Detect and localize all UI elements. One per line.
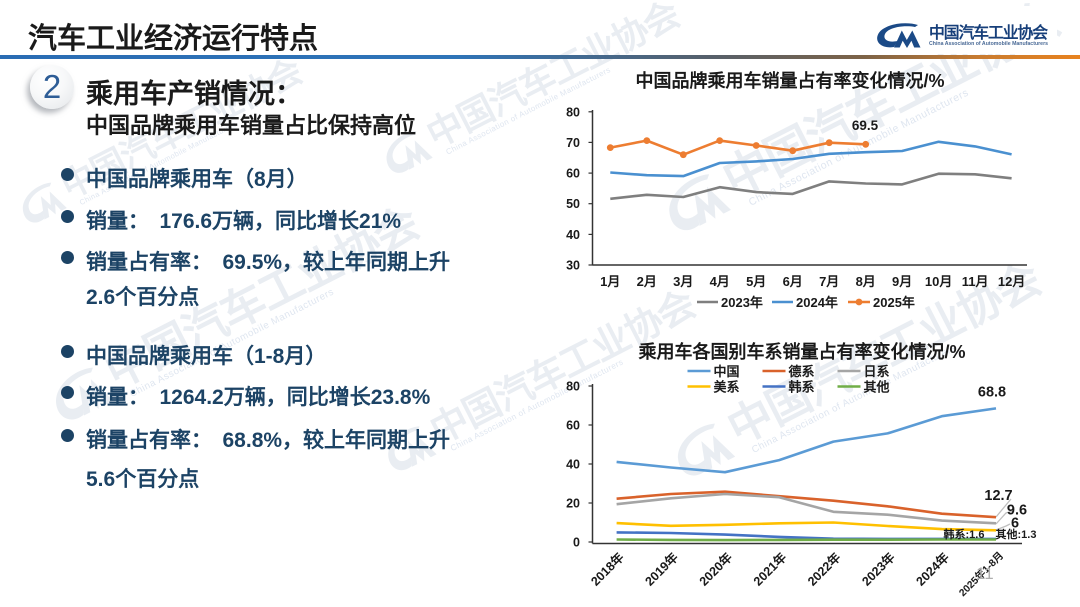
svg-text:50: 50 [566,197,580,211]
svg-text:2019年: 2019年 [642,549,681,588]
svg-text:11月: 11月 [962,274,989,289]
svg-text:7月: 7月 [819,274,839,289]
svg-text:China Association of Automobil: China Association of Automobile Manufact… [929,41,1048,47]
svg-text:中国品牌乘用车销量占有率变化情况/%: 中国品牌乘用车销量占有率变化情况/% [635,70,944,91]
svg-text:8月: 8月 [856,274,876,289]
svg-text:0: 0 [573,536,580,550]
svg-text:10月: 10月 [925,274,952,289]
svg-text:68.8: 68.8 [978,385,1006,401]
svg-text:5月: 5月 [746,274,766,289]
svg-text:2024年: 2024年 [796,295,838,310]
svg-text:60: 60 [566,167,580,181]
svg-text:80: 80 [566,105,580,119]
svg-text:2021年: 2021年 [750,549,789,588]
svg-text:40: 40 [566,228,580,242]
svg-text:12月: 12月 [998,274,1025,289]
svg-text:乘用车各国别车系销量占有率变化情况/%: 乘用车各国别车系销量占有率变化情况/% [637,341,965,362]
svg-text:20: 20 [566,497,580,511]
svg-text:2023年: 2023年 [721,295,763,310]
svg-text:美系: 美系 [714,380,740,395]
svg-text:69.5: 69.5 [852,118,879,133]
svg-text:12.7: 12.7 [984,488,1012,504]
svg-text:1月: 1月 [600,274,620,289]
svg-text:4月: 4月 [710,274,730,289]
svg-text:中国: 中国 [714,364,740,379]
svg-text:其他:1.3: 其他:1.3 [996,527,1037,541]
svg-text:2022年: 2022年 [804,549,843,588]
svg-text:其他: 其他 [864,380,890,395]
svg-text:2月: 2月 [637,274,657,289]
svg-text:70: 70 [566,136,580,150]
svg-text:2025年: 2025年 [873,295,915,310]
svg-text:40: 40 [566,458,580,472]
svg-text:日系: 日系 [864,364,890,379]
svg-text:60: 60 [566,419,580,433]
svg-text:6月: 6月 [783,274,803,289]
svg-text:9.6: 9.6 [1007,503,1027,519]
svg-text:韩系: 韩系 [789,380,815,395]
svg-text:6: 6 [1011,516,1019,532]
svg-text:9月: 9月 [892,274,912,289]
svg-text:韩系:1.6: 韩系:1.6 [944,527,985,541]
svg-text:中国汽车工业协会: 中国汽车工业协会 [929,23,1048,42]
svg-text:2023年: 2023年 [859,549,898,588]
svg-text:德系: 德系 [789,364,815,379]
svg-text:2018年: 2018年 [588,549,627,588]
svg-text:3月: 3月 [673,274,693,289]
svg-text:30: 30 [566,259,580,273]
svg-text:2024年: 2024年 [913,549,952,588]
svg-text:2020年: 2020年 [696,549,735,588]
svg-text:80: 80 [566,380,580,394]
